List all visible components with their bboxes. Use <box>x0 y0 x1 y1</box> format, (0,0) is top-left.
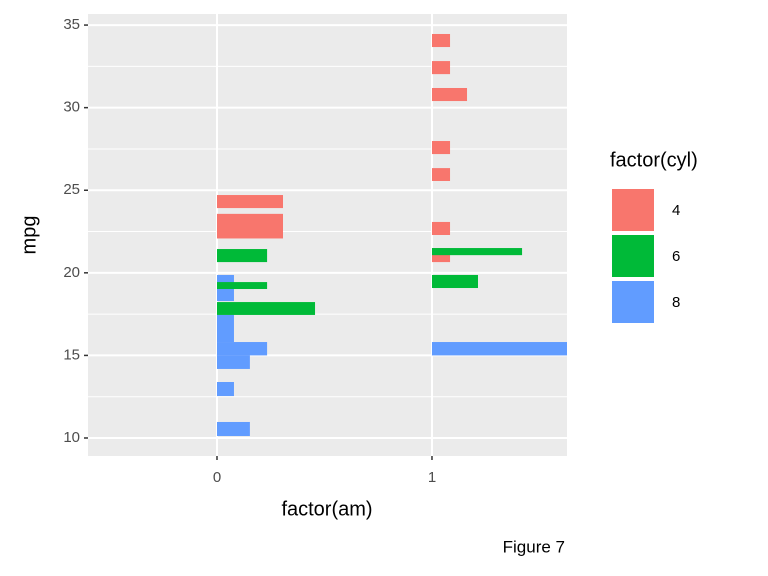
bar <box>216 314 234 343</box>
bar <box>216 382 234 397</box>
bar <box>431 141 451 155</box>
legend-key <box>610 187 656 233</box>
x-axis-title: factor(am) <box>281 498 372 520</box>
legend-key <box>610 233 656 279</box>
y-tick-label: 10 <box>63 429 80 446</box>
y-tick-label: 30 <box>63 99 80 116</box>
y-tick-label: 15 <box>63 346 80 363</box>
bar <box>431 87 468 102</box>
bar <box>431 221 451 235</box>
bar <box>216 195 283 209</box>
bar <box>431 248 523 256</box>
bar <box>431 342 567 356</box>
bar <box>216 249 268 263</box>
y-tick-label: 35 <box>63 16 80 33</box>
bars <box>216 33 567 437</box>
x-tick-label: 0 <box>213 469 221 486</box>
legend-label: 6 <box>672 248 680 265</box>
bar <box>216 342 268 356</box>
x-tick-label: 1 <box>428 469 436 486</box>
bar <box>216 421 250 437</box>
legend-label: 8 <box>672 294 680 311</box>
bar <box>431 168 451 181</box>
legend-key <box>610 279 656 325</box>
bar <box>431 274 478 289</box>
bar <box>431 61 451 75</box>
y-tick-label: 20 <box>63 264 80 281</box>
bar <box>216 355 250 369</box>
bar <box>216 213 283 239</box>
y-tick-label: 25 <box>63 181 80 198</box>
legend: 4 6 8 <box>610 187 680 325</box>
y-axis-title: mpg <box>18 216 40 255</box>
legend-label: 4 <box>672 202 680 219</box>
bar <box>216 282 268 290</box>
caption: Figure 7 <box>503 537 565 556</box>
bar <box>431 33 451 48</box>
bar <box>216 302 316 315</box>
panel <box>88 14 567 456</box>
axes: 10 15 20 25 30 35 0 1 <box>63 16 436 486</box>
legend-title: factor(cyl) <box>610 149 698 171</box>
